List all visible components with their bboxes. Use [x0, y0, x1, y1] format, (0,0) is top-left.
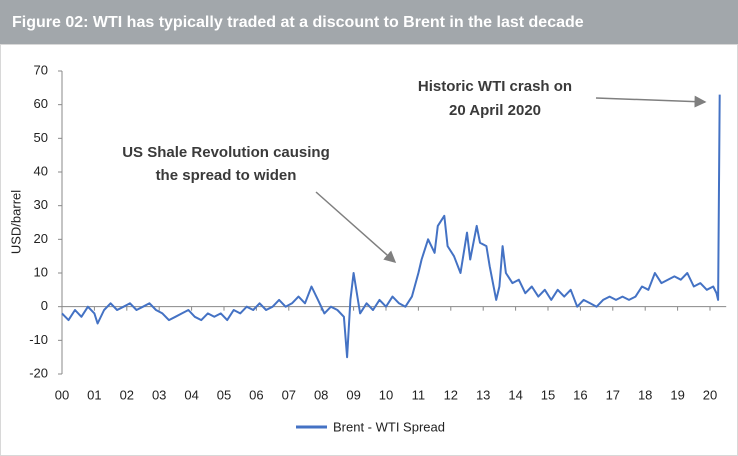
chart-frame — [0, 44, 738, 456]
y-tick-label: 20 — [34, 231, 48, 246]
x-tick-label: 09 — [346, 387, 360, 402]
chart-title: Figure 02: WTI has typically traded at a… — [12, 14, 584, 31]
x-tick-label: 20 — [703, 387, 717, 402]
annotation-arrow — [595, 95, 707, 108]
x-tick-label: 04 — [184, 387, 198, 402]
x-tick-label: 00 — [55, 387, 69, 402]
title-banner — [0, 0, 738, 44]
data-line — [61, 94, 721, 359]
annotation: Historic WTI crash on — [418, 78, 572, 95]
y-axis-label: USD/barrel — [8, 190, 23, 254]
x-tick-label: 05 — [217, 387, 231, 402]
annotation-arrow — [315, 191, 397, 263]
y-tick-label: 40 — [34, 163, 48, 178]
x-tick-label: 01 — [87, 387, 101, 402]
x-tick-label: 17 — [606, 387, 620, 402]
y-tick-label: 70 — [34, 62, 48, 77]
x-tick-label: 18 — [638, 387, 652, 402]
x-tick-label: 19 — [670, 387, 684, 402]
y-tick-label: -10 — [29, 332, 48, 347]
x-tick-label: 07 — [282, 387, 296, 402]
x-tick-label: 10 — [379, 387, 393, 402]
y-tick-label: 30 — [34, 197, 48, 212]
x-tick-label: 13 — [476, 387, 490, 402]
x-tick-label: 16 — [573, 387, 587, 402]
y-tick-label: 60 — [34, 96, 48, 111]
y-tick-label: -20 — [29, 365, 48, 380]
annotation: the spread to widen — [156, 167, 297, 184]
x-tick-label: 11 — [412, 387, 426, 402]
legend-label: Brent - WTI Spread — [333, 419, 445, 434]
x-tick-label: 12 — [444, 387, 458, 402]
annotation: 20 April 2020 — [449, 102, 541, 119]
x-tick-label: 03 — [152, 387, 166, 402]
x-tick-label: 02 — [120, 387, 134, 402]
y-tick-label: 10 — [34, 264, 48, 279]
x-tick-label: 08 — [314, 387, 328, 402]
x-tick-label: 14 — [508, 387, 522, 402]
y-tick-label: 50 — [34, 130, 48, 145]
x-tick-label: 15 — [541, 387, 555, 402]
x-tick-label: 06 — [249, 387, 263, 402]
y-tick-label: 0 — [41, 298, 48, 313]
annotation: US Shale Revolution causing — [122, 144, 330, 161]
